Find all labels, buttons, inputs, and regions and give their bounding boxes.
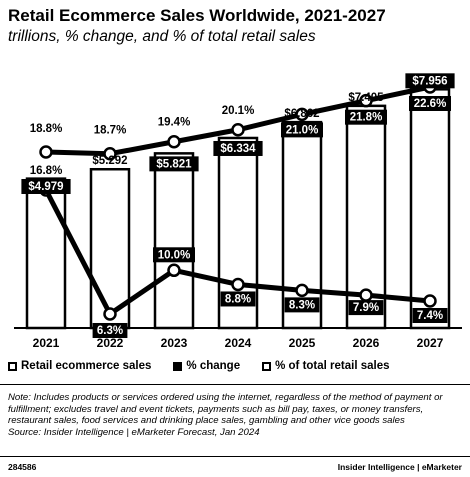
change-label-2027: 7.4%: [417, 310, 443, 322]
bar-label-2027: $7.956: [412, 75, 447, 87]
divider-bottom: [0, 456, 470, 457]
x-tick-2021: 2021: [33, 336, 60, 350]
note-block: Note: Includes products or services orde…: [8, 392, 463, 438]
x-tick-2024: 2024: [225, 336, 252, 350]
share-label-2026: 21.8%: [350, 112, 383, 124]
change-label-2026: 7.9%: [353, 302, 379, 314]
divider-top: [0, 384, 470, 385]
bar-2023: [155, 153, 193, 328]
bar-label-2024: $6.334: [220, 143, 256, 155]
legend-swatch-sales: [8, 362, 17, 371]
x-tick-2025: 2025: [289, 336, 316, 350]
x-tick-2022: 2022: [97, 336, 124, 350]
change-label-2022: 6.3%: [97, 325, 123, 337]
change-label-2021: 16.8%: [30, 165, 63, 177]
x-tick-2027: 2027: [417, 336, 444, 350]
legend-swatch-share: [262, 362, 271, 371]
legend-label-sales: Retail ecommerce sales: [21, 360, 151, 372]
legend-item-change: % change: [173, 360, 240, 372]
bar-label-2023: $5.821: [156, 158, 192, 170]
footer-brand: Insider Intelligence | eMarketer: [338, 462, 462, 472]
share-point-2023: [169, 136, 180, 147]
change-point-2027: [425, 296, 436, 307]
change-point-2026: [361, 290, 372, 301]
change-label-2023: 10.0%: [158, 249, 191, 261]
bar-label-2025: $6.862: [284, 108, 319, 120]
chart-id: 284586: [8, 462, 36, 472]
legend-label-change: % change: [186, 360, 240, 372]
note-text: Note: Includes products or services orde…: [8, 392, 463, 427]
legend-label-share: % of total retail sales: [275, 360, 389, 372]
bar-2021: [27, 179, 65, 328]
change-point-2025: [297, 285, 308, 296]
share-label-2027: 22.6%: [414, 98, 447, 110]
bar-2027: [411, 89, 449, 328]
share-label-2022: 18.7%: [94, 125, 127, 137]
bar-label-2022: $5.292: [92, 155, 127, 167]
share-point-2024: [233, 124, 244, 135]
share-label-2021: 18.8%: [30, 123, 63, 135]
share-label-2025: 21.0%: [286, 124, 319, 136]
legend-item-sales: Retail ecommerce sales: [8, 360, 151, 372]
bar-label-2021: $4.979: [28, 181, 63, 193]
change-point-2024: [233, 279, 244, 290]
share-label-2024: 20.1%: [222, 105, 255, 117]
legend-swatch-change: [173, 362, 182, 371]
legend: Retail ecommerce sales % change % of tot…: [8, 360, 390, 372]
share-label-2023: 19.4%: [158, 117, 191, 129]
change-label-2025: 8.3%: [289, 299, 315, 311]
bar-label-2026: $7.405: [348, 92, 384, 104]
change-point-2022: [105, 308, 116, 319]
source-text: Source: Insider Intelligence | eMarketer…: [8, 427, 463, 439]
x-tick-2026: 2026: [353, 336, 380, 350]
legend-item-share: % of total retail sales: [262, 360, 389, 372]
share-point-2021: [41, 147, 52, 158]
change-point-2023: [169, 265, 180, 276]
x-tick-2023: 2023: [161, 336, 188, 350]
change-label-2024: 8.8%: [225, 293, 251, 305]
chart-area: 2021 2022 2023 2024 2025 2026 2027 $4.979 $5.292…: [0, 0, 470, 360]
